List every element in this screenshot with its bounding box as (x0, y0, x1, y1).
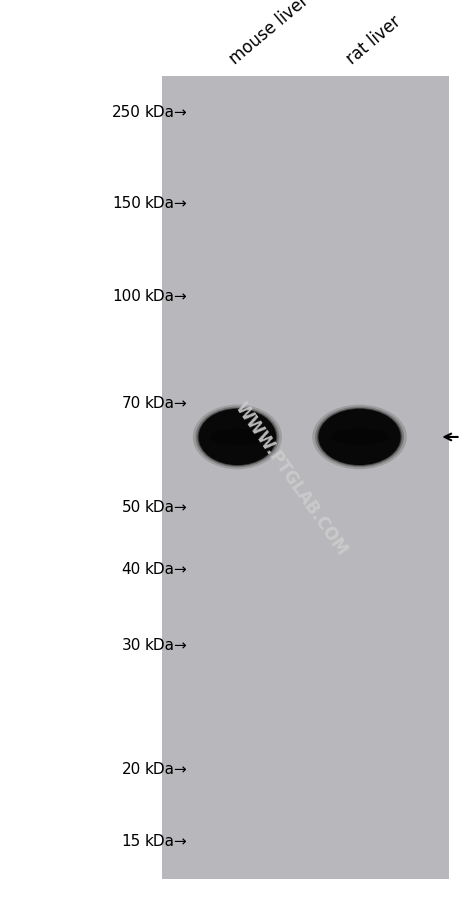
Ellipse shape (317, 409, 402, 466)
Ellipse shape (197, 409, 277, 466)
Text: 150: 150 (112, 196, 141, 210)
Ellipse shape (210, 429, 265, 446)
Bar (162, 77, 449, 879)
Text: kDa→: kDa→ (144, 289, 187, 303)
Text: 70: 70 (122, 396, 141, 410)
Text: kDa→: kDa→ (144, 833, 187, 848)
Text: 20: 20 (122, 761, 141, 776)
Text: WWW.PTGLAB.COM: WWW.PTGLAB.COM (232, 398, 351, 558)
Text: kDa→: kDa→ (144, 396, 187, 410)
Text: kDa→: kDa→ (144, 562, 187, 576)
Text: 50: 50 (122, 500, 141, 514)
Ellipse shape (196, 407, 279, 468)
Text: kDa→: kDa→ (144, 196, 187, 210)
Text: 100: 100 (112, 289, 141, 303)
Text: kDa→: kDa→ (144, 500, 187, 514)
Text: rat liver: rat liver (343, 12, 405, 68)
Ellipse shape (198, 410, 276, 465)
Text: 30: 30 (122, 638, 141, 652)
Text: mouse liver: mouse liver (226, 0, 312, 68)
Ellipse shape (312, 405, 407, 470)
Text: 15: 15 (122, 833, 141, 848)
Ellipse shape (319, 410, 400, 465)
Text: kDa→: kDa→ (144, 106, 187, 120)
Ellipse shape (193, 405, 282, 470)
Text: kDa→: kDa→ (144, 761, 187, 776)
Text: 40: 40 (122, 562, 141, 576)
Ellipse shape (315, 407, 404, 468)
Ellipse shape (331, 429, 388, 446)
Text: kDa→: kDa→ (144, 638, 187, 652)
Text: 250: 250 (112, 106, 141, 120)
